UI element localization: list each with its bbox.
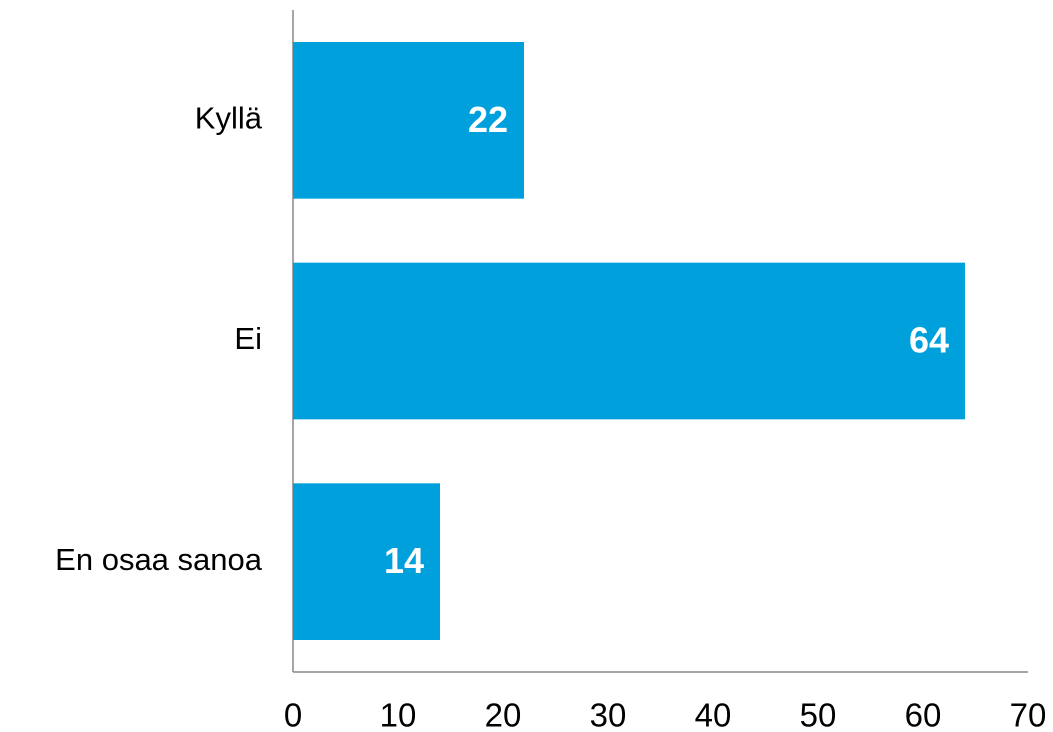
- x-tick-label: 40: [695, 697, 732, 732]
- bar: [293, 41, 524, 199]
- x-tick-label: 10: [380, 697, 417, 732]
- y-tick-label: Kyllä: [195, 101, 263, 136]
- x-tick-label: 60: [905, 697, 942, 732]
- value-label: 22: [468, 99, 508, 140]
- y-tick-label: En osaa sanoa: [55, 542, 263, 577]
- x-tick-label: 20: [485, 697, 522, 732]
- value-label: 64: [909, 320, 949, 361]
- x-tick-label: 70: [1010, 697, 1047, 732]
- x-tick-label: 0: [284, 697, 302, 732]
- bar: [293, 262, 965, 420]
- x-tick-label: 50: [800, 697, 837, 732]
- x-tick-label: 30: [590, 697, 627, 732]
- value-label: 14: [384, 540, 424, 581]
- bar: [293, 483, 440, 641]
- y-tick-label: Ei: [234, 321, 262, 356]
